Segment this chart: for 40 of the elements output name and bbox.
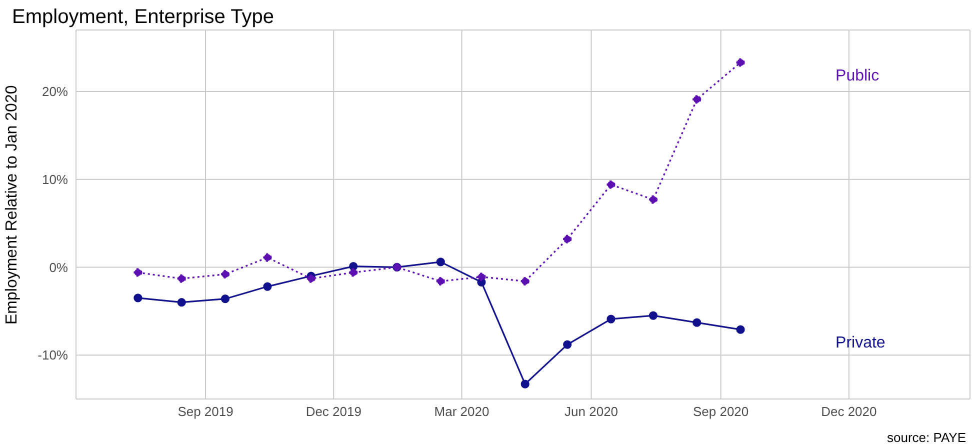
point: [220, 270, 230, 279]
point: [220, 294, 230, 304]
point: [606, 314, 616, 324]
point: [692, 95, 702, 104]
point: [563, 340, 572, 349]
point: [306, 274, 316, 283]
point: [263, 282, 272, 291]
point: [177, 298, 186, 307]
point: [520, 276, 530, 286]
x-tick-label: Sep 2019: [178, 404, 234, 420]
point: [520, 380, 530, 388]
point: [263, 253, 272, 262]
text: Private: [836, 334, 886, 352]
point: [134, 268, 142, 277]
point: [349, 268, 358, 277]
y-tick-label: 10%: [42, 172, 68, 187]
x-tick-label: Dec 2020: [821, 404, 877, 420]
point: [648, 195, 658, 204]
x-tick-label: Mar 2020: [434, 404, 490, 420]
point: [736, 58, 745, 67]
x-tick-label: Dec 2019: [306, 404, 362, 420]
point: [606, 180, 616, 189]
point: [563, 234, 572, 244]
point: [436, 276, 445, 286]
chart-title: Employment, Enterprise Type: [12, 6, 274, 29]
point: [134, 294, 142, 302]
point: [692, 318, 702, 327]
point: [477, 272, 486, 282]
x-tick-label: Jun 2020: [564, 404, 618, 420]
y-axis-title: Employment Relative to Jan 2020: [4, 85, 21, 324]
point: [648, 311, 658, 320]
y-tick-label: 20%: [42, 84, 68, 100]
y-tick-label: -10%: [38, 348, 68, 363]
text: Public: [836, 68, 880, 85]
source-note: source: PAYE: [887, 430, 966, 445]
point: [177, 274, 186, 283]
y-tick-label: 0%: [49, 260, 68, 275]
x-tick-label: Sep 2020: [692, 404, 749, 420]
point: [736, 325, 745, 334]
point: [436, 258, 445, 266]
